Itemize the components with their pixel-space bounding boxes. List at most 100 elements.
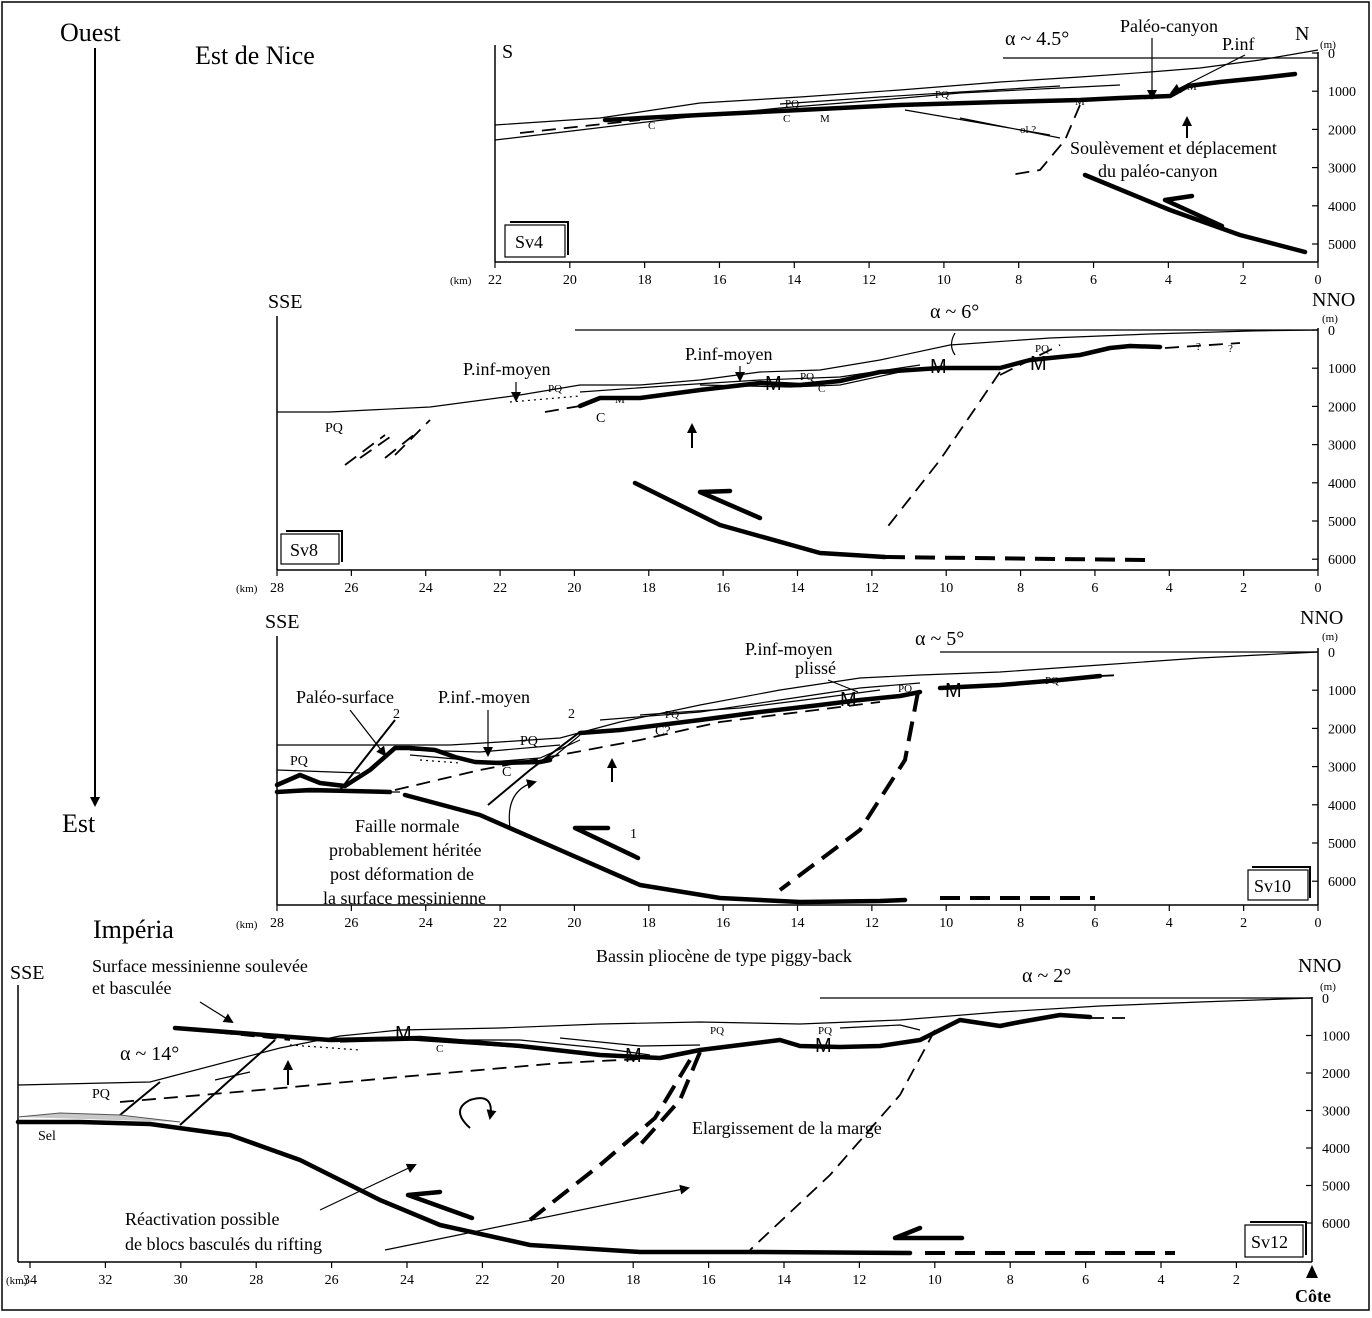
sv4-depth-ticks: 0 1000 2000 3000 4000 5000: [1312, 47, 1356, 253]
sv8-unit-m: (m): [1322, 313, 1338, 325]
sv10-layer4: [639, 689, 881, 716]
sv8-depth-tick-label: 0: [1328, 324, 1335, 339]
sv4-depth-tick-label: 2000: [1328, 123, 1356, 138]
sv12-pq3: PQ: [818, 1025, 832, 1037]
sv10-dash1: [394, 701, 881, 791]
sv10-km-tick-label: 28: [270, 916, 284, 931]
sv12-elarg: Elargissement de la marge: [692, 1118, 882, 1138]
sv12-label-box: [1244, 1224, 1304, 1258]
sv8-left-dir: SSE: [268, 291, 302, 313]
sv12-km-tick-label: 22: [475, 1273, 489, 1288]
sv12-dot1: [289, 1044, 361, 1051]
sv4-uplift-1: Soulèvement et déplacement: [1070, 138, 1277, 158]
sv10-km-tick-label: 6: [1091, 916, 1098, 931]
sv8-km-tick-label: 14: [791, 581, 805, 596]
sv8-m3: M: [930, 356, 947, 378]
sv10-km-tick-label: 10: [939, 916, 953, 931]
sv8-depth-ticks: 0 1000 2000 3000 4000 5000 6000: [1312, 324, 1356, 568]
sv10-layer2: [409, 739, 581, 763]
sv8-m4: M: [1030, 353, 1047, 375]
sv12-slip-arrow-1: [405, 1189, 475, 1221]
sv12-detachment: [15, 1119, 913, 1256]
sv12-depth-tick-label: 2000: [1322, 1067, 1350, 1082]
sv10-faille-1: Faille normale: [355, 816, 459, 836]
sv12-react-arrow-1: [319, 1163, 417, 1211]
sv10-depth-tick-label: 6000: [1328, 875, 1356, 890]
sv8-depth-tick-label: 6000: [1328, 553, 1356, 568]
sv10-depth-tick-label: 5000: [1328, 837, 1356, 852]
sv4-seafloor: [494, 49, 1319, 126]
sv10-depth-tick-label: 2000: [1328, 722, 1356, 737]
sv10-pinf-pl1: P.inf-moyen: [745, 639, 833, 659]
sv12-dash-tilted: [119, 1057, 661, 1103]
sv12-right-dir: NNO: [1298, 955, 1341, 977]
sv8-q2: ?: [1228, 343, 1233, 355]
sv8-c2: C: [818, 383, 825, 395]
sv10-km-tick-label: 26: [344, 916, 358, 931]
sv8-km-ticks: 28 26 24 22 20 18 16 14 12 10 8 6 4 2 0: [270, 570, 1322, 596]
sv12-alpha2: α ~ 14°: [120, 1043, 179, 1065]
sv12-depth-tick-label: 5000: [1322, 1180, 1350, 1195]
sv10-km-tick-label: 24: [419, 916, 433, 931]
sv10-depth-tick-label: 0: [1328, 646, 1335, 661]
sv12-slip-arrow-2: [892, 1225, 965, 1241]
sv12-surf-1: Surface messinienne soulevée: [92, 956, 308, 976]
sv10-fault-big: [778, 691, 920, 892]
panel-sv4: S N (m) (km) 22 20 18 16 14 12 10 8 6 4 2 0 0100020…: [450, 16, 1356, 288]
sv4-depth-tick-label: 0: [1328, 47, 1335, 62]
sv8-dipping-dashes: [344, 419, 431, 466]
sv10-pq1: PQ: [290, 754, 308, 769]
sv10-km-tick-label: 8: [1017, 916, 1024, 931]
sv8-km-tick-label: 26: [344, 581, 358, 596]
sv12-surf-2: et basculée: [92, 978, 171, 998]
panel-sv10: SSE NNO (m) (km) 28 26 24 22 20 18 16 14 12 10 8 6 4…: [236, 607, 1356, 966]
sv10-depth-tick-label: 4000: [1328, 799, 1356, 814]
sv10-slip-arrow: [572, 825, 641, 861]
coast-marker-icon: [1306, 1265, 1318, 1278]
sv10-km-tick-label: 12: [865, 916, 879, 931]
panel-sv12: SSE NNO (m) (km) 34 32 30 28 26 24 22 20 18 16 14 1…: [6, 955, 1350, 1306]
sv12-rotation-arrow: [459, 1097, 497, 1129]
sv12-unit-m: (m): [1320, 981, 1336, 993]
sv4-pq2: PQ: [935, 89, 949, 101]
sv12-km-tick-label: 10: [928, 1273, 942, 1288]
sv10-pq2: PQ: [520, 734, 538, 749]
sv12-km-ticks: 34 32 30 28 26 24 22 20 18 16 14 12 10 8 6 4 2: [23, 1262, 1240, 1288]
sv12-label: Sv12: [1251, 1232, 1288, 1252]
sv12-depth-tick-label: 1000: [1322, 1030, 1350, 1045]
sv4-label-shadow: [510, 221, 569, 255]
sv10-piggyback: Bassin pliocène de type piggy-back: [596, 946, 852, 966]
sv10-km-tick-label: 0: [1315, 916, 1322, 931]
sv12-km-tick-label: 34: [23, 1273, 37, 1288]
sv8-alpha: α ~ 6°: [930, 301, 979, 323]
sv4-km-tick-label: 20: [563, 273, 577, 288]
sv12-m2: M: [625, 1045, 642, 1067]
sv12-react-2: de blocs basculés du rifting: [125, 1234, 322, 1254]
sv8-km-tick-label: 18: [642, 581, 656, 596]
sv10-right-dir: NNO: [1300, 607, 1343, 629]
sv10-pq5: PQ: [1045, 675, 1059, 687]
sv10-km-tick-label: 22: [493, 916, 507, 931]
sv12-km-tick-label: 28: [249, 1273, 263, 1288]
sv4-right-dir: N: [1295, 23, 1309, 45]
sv8-depth-tick-label: 4000: [1328, 477, 1356, 492]
sv4-km-tick-label: 22: [488, 273, 502, 288]
sv8-pq1: PQ: [325, 421, 343, 436]
sv10-depth-tick-label: 3000: [1328, 761, 1356, 776]
sv4-m1: M: [1075, 96, 1085, 108]
sv12-fault-1: [638, 1051, 702, 1147]
sv10-alpha: α ~ 5°: [915, 628, 964, 650]
sv10-c1: C: [502, 765, 511, 780]
sv12-km-tick-label: 18: [626, 1273, 640, 1288]
sv10-pinf-pl-leader: [827, 679, 859, 693]
sv4-layer2: [779, 85, 1061, 105]
east-label: Est: [62, 809, 96, 838]
sv4-left-dir: S: [502, 41, 513, 63]
sv10-base-thick: [274, 787, 393, 795]
sv8-km-tick-label: 20: [567, 581, 581, 596]
sv4-layer1: [494, 84, 1121, 141]
sv4-km-tick-label: 6: [1090, 273, 1097, 288]
sv10-paleo-label: Paléo-surface: [296, 687, 394, 707]
sv12-react-1: Réactivation possible: [125, 1209, 279, 1229]
sv4-ol: ol ?: [1020, 124, 1036, 136]
